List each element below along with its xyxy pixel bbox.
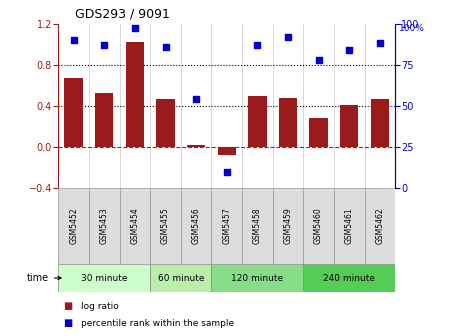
Text: 100%: 100%: [399, 24, 424, 33]
Bar: [150, 264, 211, 292]
Bar: [273, 188, 303, 264]
Point: [284, 34, 291, 39]
Text: log ratio: log ratio: [81, 302, 119, 311]
Text: GSM5453: GSM5453: [100, 208, 109, 244]
Bar: [156, 99, 175, 147]
Text: GSM5459: GSM5459: [283, 208, 292, 244]
Text: ■: ■: [63, 301, 72, 311]
Bar: [65, 78, 83, 147]
Text: GSM5460: GSM5460: [314, 208, 323, 244]
Bar: [340, 105, 358, 147]
Text: GSM5452: GSM5452: [69, 208, 78, 244]
Point: [131, 26, 138, 31]
Bar: [95, 93, 114, 147]
Bar: [370, 99, 389, 147]
Text: GSM5461: GSM5461: [345, 208, 354, 244]
Text: ■: ■: [63, 318, 72, 328]
Point: [346, 47, 353, 52]
Bar: [211, 188, 242, 264]
Bar: [309, 118, 328, 147]
Bar: [89, 188, 119, 264]
Text: GSM5456: GSM5456: [192, 208, 201, 244]
Bar: [181, 188, 211, 264]
Bar: [242, 188, 273, 264]
Text: 60 minute: 60 minute: [158, 274, 204, 283]
Bar: [58, 188, 89, 264]
Point: [223, 169, 230, 174]
Bar: [150, 188, 181, 264]
Bar: [126, 42, 144, 147]
Text: 240 minute: 240 minute: [323, 274, 375, 283]
Point: [101, 42, 108, 48]
Text: 120 minute: 120 minute: [231, 274, 283, 283]
Text: GSM5455: GSM5455: [161, 208, 170, 244]
Text: time: time: [27, 273, 49, 283]
Bar: [119, 188, 150, 264]
Bar: [279, 98, 297, 147]
Text: GSM5462: GSM5462: [375, 208, 384, 244]
Text: GSM5454: GSM5454: [130, 208, 139, 244]
Text: 30 minute: 30 minute: [81, 274, 128, 283]
Point: [376, 41, 383, 46]
Point: [254, 42, 261, 48]
Point: [162, 44, 169, 49]
Bar: [303, 188, 334, 264]
Text: GSM5458: GSM5458: [253, 208, 262, 244]
Bar: [58, 264, 150, 292]
Point: [315, 57, 322, 62]
Bar: [365, 188, 395, 264]
Bar: [211, 264, 303, 292]
Text: GSM5457: GSM5457: [222, 208, 231, 244]
Bar: [334, 188, 365, 264]
Point: [70, 37, 77, 43]
Bar: [248, 95, 267, 147]
Bar: [187, 145, 205, 147]
Text: percentile rank within the sample: percentile rank within the sample: [81, 319, 234, 328]
Bar: [303, 264, 395, 292]
Bar: [218, 147, 236, 155]
Text: GDS293 / 9091: GDS293 / 9091: [75, 8, 170, 21]
Point: [193, 96, 200, 102]
